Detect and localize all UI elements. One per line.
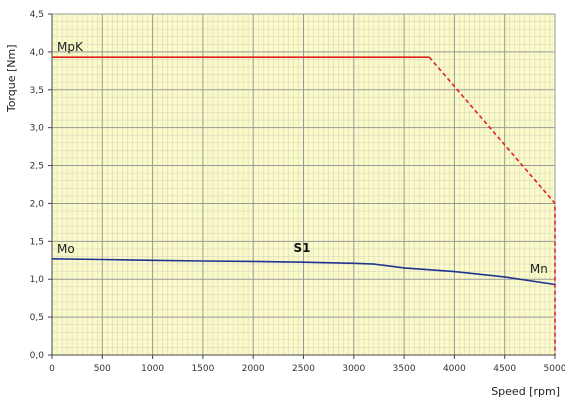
- x-tick-label: 1500: [191, 364, 214, 374]
- series-line-mo: [51, 258, 556, 286]
- y-tick-label: 2,5: [30, 162, 44, 172]
- series-dashed-mpk: [428, 56, 556, 355]
- x-tick-label: 2500: [292, 364, 315, 374]
- y-axis-label: Torque [Nm]: [5, 45, 18, 114]
- y-tick-label: 4,5: [30, 10, 44, 20]
- y-tick-label: 2,0: [30, 199, 45, 209]
- series-label-mpk: MpK: [57, 40, 84, 54]
- annotation-s1: S1: [293, 241, 310, 255]
- x-tick-label: 4000: [443, 364, 466, 374]
- y-tick-label: 0,0: [30, 351, 45, 361]
- series-label-mo: Mo: [57, 242, 75, 256]
- y-tick-label: 1,0: [30, 275, 45, 285]
- x-tick-label: 3500: [393, 364, 416, 374]
- y-tick-label: 3,0: [30, 124, 45, 134]
- x-tick-label: 4500: [493, 364, 516, 374]
- annotation-mn: Mn: [530, 262, 548, 276]
- x-tick-label: 3000: [342, 364, 365, 374]
- y-tick-label: 1,5: [30, 237, 44, 247]
- x-tick-label: 500: [94, 364, 111, 374]
- x-tick-label: 5000: [544, 364, 565, 374]
- y-tick-label: 4,0: [30, 48, 45, 58]
- x-tick-label: 2000: [242, 364, 265, 374]
- x-tick-label: 0: [49, 364, 55, 374]
- y-tick-label: 0,5: [30, 313, 44, 323]
- y-tick-label: 3,5: [30, 86, 44, 96]
- x-axis-label: Speed [rpm]: [491, 385, 560, 398]
- x-tick-label: 1000: [141, 364, 164, 374]
